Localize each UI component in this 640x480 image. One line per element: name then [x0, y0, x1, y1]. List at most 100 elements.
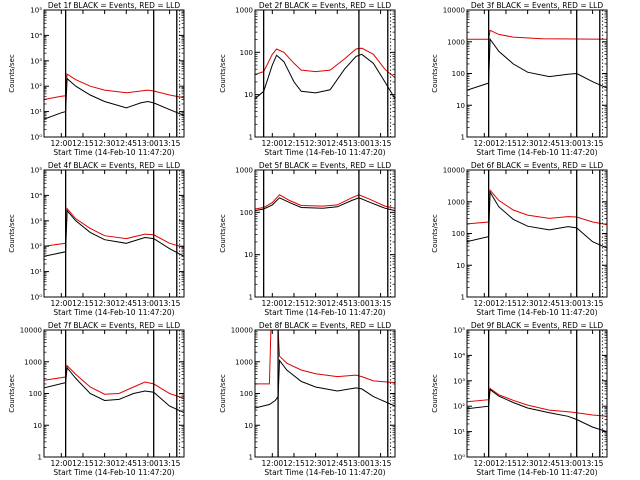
plot-frame	[43, 169, 185, 298]
y-tick-label: 1000	[235, 7, 253, 15]
y-tick-label: 1	[249, 134, 253, 142]
y-axis-label: Counts/sec	[219, 54, 227, 93]
panel-title: Det 9f BLACK = Events, RED = LLD	[471, 321, 604, 330]
series-line-black	[255, 53, 395, 100]
series-line-black	[467, 190, 607, 249]
series-line-black	[44, 209, 184, 257]
x-tick-label: 13:15	[159, 299, 181, 308]
x-tick-label: 13:00	[137, 459, 159, 468]
series-group	[255, 47, 395, 100]
y-tick-label: 10⁰	[30, 294, 42, 302]
series-group	[44, 364, 184, 414]
y-axis-label: Counts/sec	[8, 374, 16, 413]
y-tick-label: 10¹	[30, 268, 42, 276]
y-axis-label: Counts/sec	[8, 214, 16, 253]
x-tick-label: 12:15	[495, 299, 517, 308]
x-tick-label: 12:45	[115, 299, 137, 308]
series-line-black	[255, 358, 395, 409]
y-tick-label: 1	[249, 294, 253, 302]
x-tick-label: 12:00	[474, 299, 496, 308]
y-axis-label: Counts/sec	[219, 374, 227, 413]
x-tick-label: 12:00	[474, 459, 496, 468]
series-group	[255, 194, 395, 212]
x-tick-label: 13:15	[159, 139, 181, 148]
detector-panel-9: Det 9f BLACK = Events, RED = LLD 12:00 12:…	[431, 321, 608, 477]
x-tick-label: 12:15	[283, 139, 305, 148]
y-tick-label: 100	[240, 209, 253, 217]
y-axis-label: Counts/sec	[431, 214, 439, 253]
x-axis-label: Start Time (14-Feb-10 11:47:20)	[53, 148, 174, 157]
x-tick-label: 12:45	[115, 139, 137, 148]
series-group	[467, 189, 607, 249]
series-line-black	[44, 366, 184, 414]
y-tick-label: 10⁵	[30, 167, 42, 175]
y-tick-label: 10¹	[30, 108, 42, 116]
x-tick-label: 12:15	[72, 459, 94, 468]
x-tick-label: 13:00	[560, 459, 582, 468]
y-tick-label: 10000	[443, 167, 465, 175]
x-tick-label: 13:00	[348, 139, 370, 148]
y-axis-label: Counts/sec	[219, 214, 227, 253]
x-tick-label: 13:15	[582, 459, 604, 468]
y-tick-label: 100	[29, 390, 42, 398]
x-tick-label: 13:00	[137, 299, 159, 308]
x-tick-label: 12:00	[474, 139, 496, 148]
y-tick-label: 10⁵	[453, 327, 465, 335]
x-tick-label: 12:45	[115, 459, 137, 468]
y-tick-label: 100	[240, 390, 253, 398]
y-tick-label: 10⁰	[30, 134, 42, 142]
plot-frame	[254, 9, 396, 138]
x-tick-label: 12:30	[94, 299, 116, 308]
x-tick-label: 12:15	[495, 139, 517, 148]
x-tick-label: 13:00	[560, 299, 582, 308]
y-tick-label: 1000	[235, 358, 253, 366]
x-tick-label: 13:00	[560, 139, 582, 148]
y-tick-label: 10³	[30, 217, 42, 225]
y-tick-label: 10	[33, 422, 42, 430]
plot-frame	[43, 9, 185, 138]
x-tick-label: 12:00	[51, 299, 73, 308]
y-tick-label: 100	[240, 49, 253, 57]
y-tick-label: 10²	[30, 243, 42, 251]
y-tick-label: 10	[244, 422, 253, 430]
y-tick-label: 1000	[447, 198, 465, 206]
x-tick-label: 12:45	[538, 139, 560, 148]
series-group	[255, 330, 395, 409]
x-tick-label: 12:15	[283, 459, 305, 468]
x-tick-label: 12:15	[72, 139, 94, 148]
y-tick-label: 10000	[20, 327, 42, 335]
x-tick-label: 13:15	[582, 139, 604, 148]
y-tick-label: 10⁴	[30, 32, 42, 40]
series-group	[44, 207, 184, 257]
x-tick-label: 12:45	[538, 299, 560, 308]
x-tick-label: 12:30	[517, 459, 539, 468]
x-tick-label: 12:00	[262, 299, 284, 308]
x-tick-label: 13:00	[348, 299, 370, 308]
y-tick-label: 10	[456, 102, 465, 110]
x-tick-label: 13:15	[370, 299, 392, 308]
x-tick-label: 12:30	[305, 459, 327, 468]
y-tick-label: 10	[244, 251, 253, 259]
panel-title: Det 2f BLACK = Events, RED = LLD	[259, 1, 392, 10]
x-tick-label: 12:00	[262, 139, 284, 148]
x-axis-label: Start Time (14-Feb-10 11:47:20)	[264, 468, 385, 477]
series-line-black	[467, 37, 607, 91]
y-tick-label: 1	[461, 134, 465, 142]
x-tick-label: 12:00	[51, 139, 73, 148]
y-tick-label: 10²	[453, 403, 465, 411]
x-axis-label: Start Time (14-Feb-10 11:47:20)	[53, 308, 174, 317]
y-tick-label: 10⁵	[30, 7, 42, 15]
y-axis-label: Counts/sec	[431, 54, 439, 93]
detector-panel-4: Det 4f BLACK = Events, RED = LLD 12:00 12:…	[8, 161, 185, 317]
x-tick-label: 12:30	[305, 139, 327, 148]
x-tick-label: 12:30	[517, 299, 539, 308]
y-tick-label: 1000	[235, 167, 253, 175]
x-tick-label: 12:00	[51, 459, 73, 468]
x-tick-label: 12:00	[262, 459, 284, 468]
panel-title: Det 4f BLACK = Events, RED = LLD	[48, 161, 181, 170]
x-tick-label: 13:15	[370, 459, 392, 468]
y-tick-label: 10000	[231, 327, 253, 335]
y-axis-label: Counts/sec	[431, 374, 439, 413]
